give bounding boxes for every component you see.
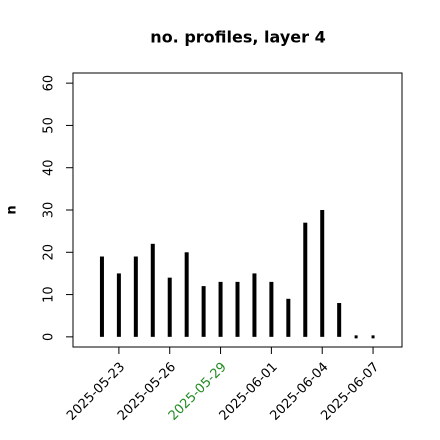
y-tick-label: 30 bbox=[42, 202, 57, 219]
bar bbox=[252, 273, 257, 337]
y-tick-label: 0 bbox=[42, 333, 57, 341]
bar bbox=[269, 281, 274, 337]
bar bbox=[303, 222, 308, 337]
y-tick-label: 60 bbox=[42, 75, 57, 92]
bar bbox=[150, 243, 155, 337]
bar bbox=[235, 281, 240, 337]
bar bbox=[286, 298, 291, 337]
bar bbox=[99, 256, 104, 337]
y-tick-label: 40 bbox=[42, 159, 57, 176]
bar bbox=[184, 252, 189, 337]
bar bbox=[218, 281, 223, 337]
bar bbox=[337, 303, 342, 337]
y-tick-label: 10 bbox=[42, 286, 57, 303]
y-axis-label: n bbox=[5, 205, 20, 214]
bar bbox=[167, 277, 172, 337]
bar bbox=[320, 210, 325, 337]
bar bbox=[133, 256, 138, 337]
bar bbox=[116, 273, 121, 337]
bar bbox=[354, 335, 358, 339]
bar bbox=[201, 286, 206, 337]
chart-title: no. profiles, layer 4 bbox=[150, 28, 325, 47]
bar bbox=[371, 335, 375, 339]
y-tick-label: 20 bbox=[42, 244, 57, 261]
y-tick-label: 50 bbox=[42, 117, 57, 134]
